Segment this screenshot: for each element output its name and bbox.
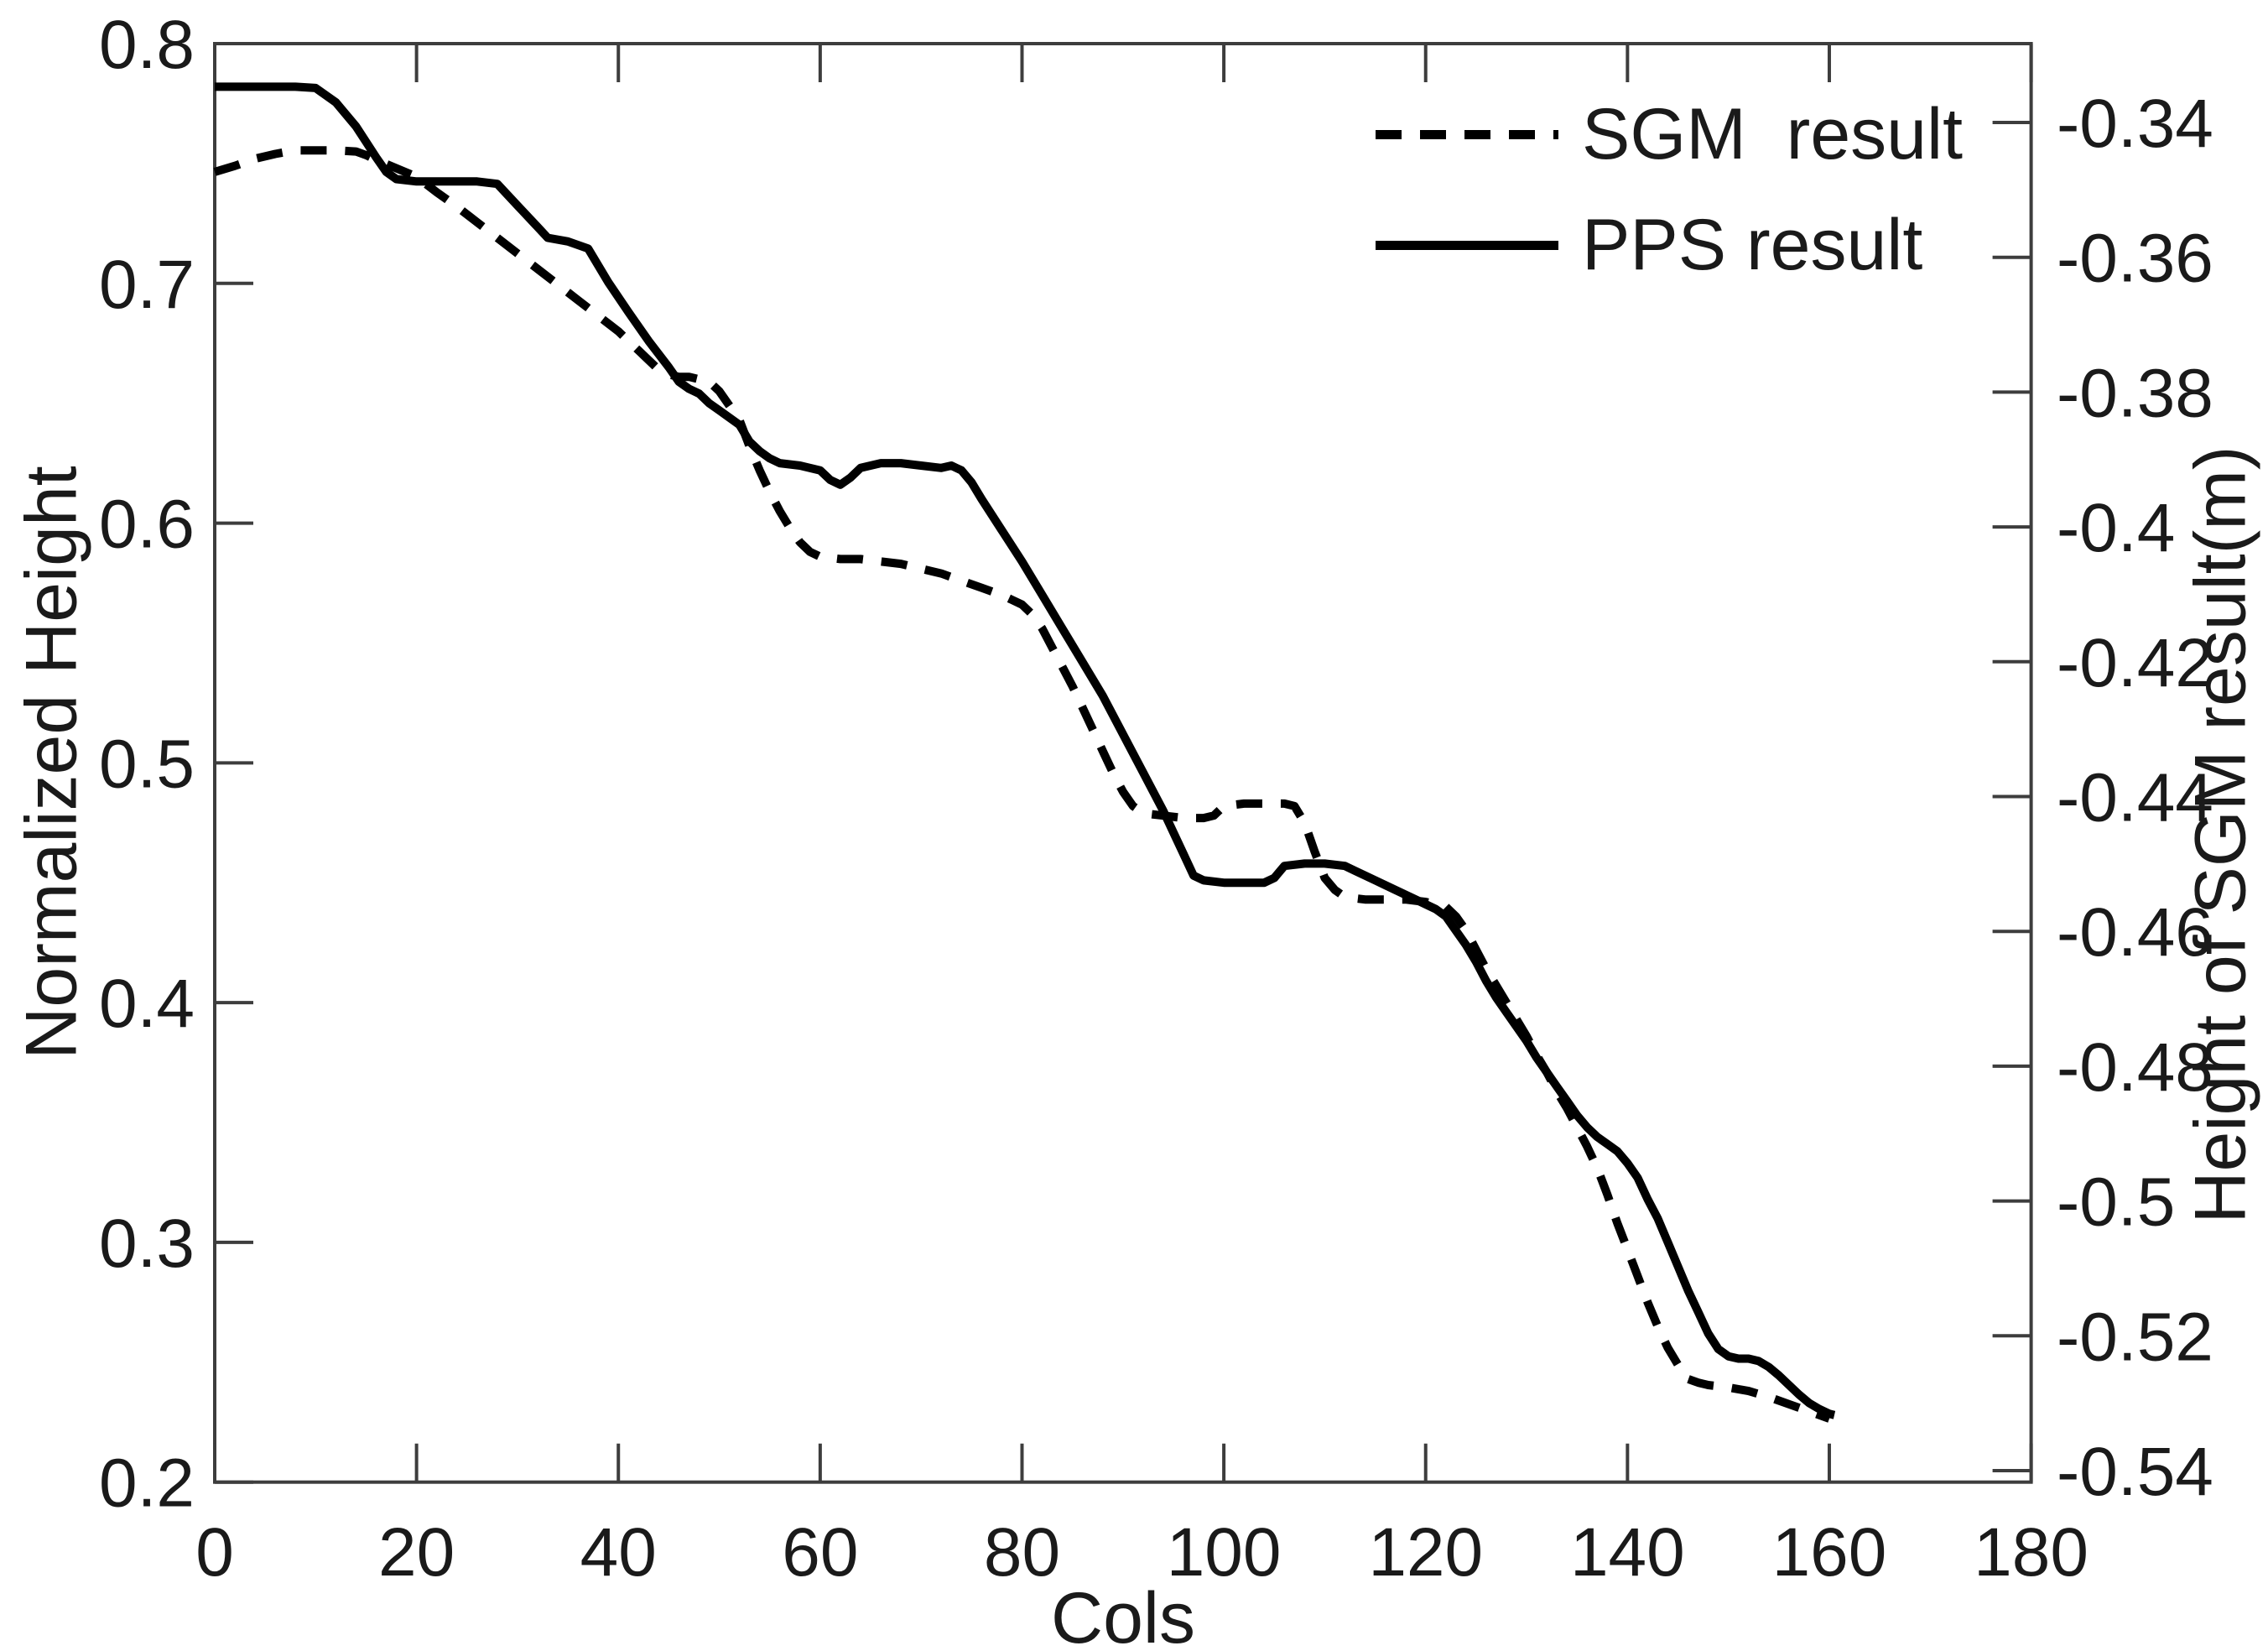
- left-y-tick-label: 0.2: [99, 1445, 195, 1522]
- right-y-tick-label: -0.52: [2057, 1299, 2213, 1375]
- solid-line-sample-icon: [1376, 240, 1558, 250]
- left-y-tick-label: 0.3: [99, 1206, 195, 1282]
- legend-item-pps: PPS result: [1376, 199, 1963, 291]
- right-y-axis-title: Height of SGM result(m): [2180, 445, 2261, 1224]
- x-tick-label: 0: [195, 1514, 234, 1591]
- x-tick-label: 180: [1974, 1514, 2089, 1591]
- x-tick-label: 20: [378, 1514, 455, 1591]
- right-y-tick-label: -0.54: [2057, 1434, 2213, 1510]
- x-tick-label: 120: [1368, 1514, 1483, 1591]
- right-y-tick-label: -0.44: [2057, 760, 2213, 836]
- left-y-tick-label: 0.8: [99, 7, 195, 83]
- left-y-tick-label: 0.5: [99, 726, 195, 802]
- series-line-sgm: [213, 146, 1831, 1423]
- x-tick-label: 140: [1570, 1514, 1685, 1591]
- legend-label-sgm: SGM result: [1582, 94, 1963, 174]
- x-axis-title: Cols: [1050, 1578, 1196, 1651]
- right-y-tick-label: -0.48: [2057, 1029, 2213, 1106]
- x-tick-label: 100: [1167, 1514, 1282, 1591]
- x-tick-label: 60: [782, 1514, 858, 1591]
- legend-label-pps: PPS result: [1582, 205, 1923, 285]
- series-line-pps: [215, 82, 1836, 1419]
- left-y-axis-title: Normalized Height: [11, 466, 92, 1060]
- left-y-tick-label: 0.7: [99, 247, 195, 323]
- x-tick-label: 80: [984, 1514, 1060, 1591]
- x-tick-label: 160: [1772, 1514, 1887, 1591]
- right-y-tick-label: -0.4: [2057, 490, 2175, 566]
- right-y-tick-label: -0.34: [2057, 86, 2213, 162]
- left-y-tick-label: 0.6: [99, 487, 195, 563]
- left-y-tick-label: 0.4: [99, 966, 195, 1042]
- right-y-tick-label: -0.38: [2057, 355, 2213, 431]
- right-y-tick-label: -0.5: [2057, 1164, 2175, 1241]
- right-y-tick-label: -0.42: [2057, 625, 2213, 701]
- dashed-line-sample-icon: [1376, 129, 1558, 139]
- right-y-tick-label: -0.46: [2057, 894, 2213, 971]
- legend-item-sgm: SGM result: [1376, 88, 1963, 180]
- right-y-tick-label: -0.36: [2057, 221, 2213, 297]
- x-tick-label: 40: [580, 1514, 657, 1591]
- legend: SGM result PPS result: [1376, 88, 1963, 291]
